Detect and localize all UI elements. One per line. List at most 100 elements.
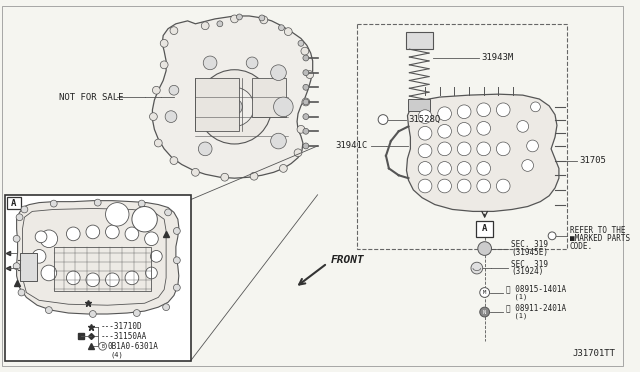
- Circle shape: [138, 200, 145, 207]
- Circle shape: [438, 142, 451, 156]
- Circle shape: [150, 250, 162, 262]
- Bar: [252, 77, 286, 117]
- Text: ■MARKED PARTS: ■MARKED PARTS: [570, 234, 630, 243]
- Circle shape: [154, 139, 162, 147]
- Text: M: M: [483, 290, 486, 295]
- Circle shape: [531, 102, 540, 112]
- Text: 31705: 31705: [579, 156, 606, 165]
- Circle shape: [150, 113, 157, 121]
- Circle shape: [160, 61, 168, 69]
- Circle shape: [106, 225, 119, 239]
- Circle shape: [438, 161, 451, 175]
- Circle shape: [271, 65, 286, 80]
- Circle shape: [51, 200, 57, 207]
- Circle shape: [458, 179, 471, 193]
- Circle shape: [152, 86, 160, 94]
- Text: Ⓜ 08915-1401A: Ⓜ 08915-1401A: [506, 284, 566, 293]
- Text: 31528Q: 31528Q: [408, 115, 441, 124]
- Circle shape: [480, 307, 490, 317]
- Circle shape: [478, 242, 492, 255]
- Text: (1): (1): [506, 313, 527, 319]
- Circle shape: [438, 125, 451, 138]
- Circle shape: [303, 128, 308, 134]
- Text: ---31150AA: ---31150AA: [100, 332, 147, 341]
- Circle shape: [215, 87, 254, 126]
- Circle shape: [418, 110, 432, 124]
- Text: J31701TT: J31701TT: [573, 349, 616, 358]
- Circle shape: [202, 22, 209, 30]
- Text: NOT FOR SALE: NOT FOR SALE: [59, 93, 123, 102]
- Circle shape: [280, 164, 287, 172]
- Circle shape: [303, 55, 308, 61]
- Circle shape: [198, 142, 212, 156]
- Text: (31924): (31924): [511, 267, 543, 276]
- Bar: [406, 32, 433, 49]
- Bar: [356, 24, 567, 248]
- Circle shape: [284, 28, 292, 35]
- Circle shape: [418, 179, 432, 193]
- Circle shape: [145, 232, 158, 246]
- Text: (31945E): (31945E): [511, 248, 548, 257]
- Circle shape: [303, 143, 308, 149]
- Circle shape: [40, 230, 58, 247]
- Circle shape: [497, 142, 510, 156]
- Circle shape: [418, 126, 432, 140]
- Circle shape: [125, 271, 139, 285]
- Circle shape: [18, 289, 25, 296]
- Circle shape: [21, 206, 28, 213]
- Circle shape: [278, 25, 284, 31]
- Circle shape: [438, 179, 451, 193]
- Circle shape: [477, 103, 490, 117]
- Text: A: A: [482, 224, 487, 234]
- Circle shape: [132, 206, 157, 232]
- Circle shape: [106, 203, 129, 226]
- Circle shape: [125, 227, 139, 241]
- Text: ---31710D: ---31710D: [100, 322, 142, 331]
- Circle shape: [458, 161, 471, 175]
- Circle shape: [303, 99, 308, 105]
- Circle shape: [236, 14, 243, 20]
- Circle shape: [497, 103, 510, 117]
- Text: REFER TO THE: REFER TO THE: [570, 227, 625, 235]
- Circle shape: [477, 122, 490, 135]
- Circle shape: [99, 342, 106, 350]
- Circle shape: [458, 105, 471, 119]
- Circle shape: [303, 84, 308, 90]
- Polygon shape: [152, 16, 313, 178]
- Circle shape: [471, 262, 483, 274]
- Circle shape: [170, 27, 178, 35]
- Circle shape: [378, 115, 388, 125]
- Polygon shape: [17, 201, 179, 314]
- Circle shape: [16, 214, 23, 221]
- Circle shape: [477, 161, 490, 175]
- Circle shape: [41, 265, 57, 281]
- Circle shape: [458, 122, 471, 136]
- Circle shape: [306, 71, 314, 78]
- Text: SEC. 319: SEC. 319: [511, 260, 548, 269]
- Circle shape: [197, 70, 271, 144]
- Circle shape: [477, 179, 490, 193]
- Text: Ⓝ 08911-2401A: Ⓝ 08911-2401A: [506, 304, 566, 312]
- Circle shape: [480, 288, 490, 297]
- Circle shape: [145, 267, 157, 279]
- Text: A: A: [11, 199, 17, 208]
- Circle shape: [204, 56, 217, 70]
- Bar: [20, 253, 37, 281]
- Circle shape: [458, 142, 471, 156]
- Text: 31941C: 31941C: [335, 141, 367, 150]
- Circle shape: [13, 235, 20, 242]
- Circle shape: [250, 172, 258, 180]
- Circle shape: [260, 16, 268, 24]
- Circle shape: [301, 47, 308, 55]
- Circle shape: [170, 157, 178, 164]
- Circle shape: [94, 199, 101, 206]
- Text: CODE.: CODE.: [570, 242, 593, 251]
- Circle shape: [133, 310, 140, 317]
- Circle shape: [227, 99, 243, 115]
- Circle shape: [13, 263, 20, 270]
- Circle shape: [191, 169, 199, 176]
- Circle shape: [165, 111, 177, 122]
- Circle shape: [164, 209, 172, 216]
- Bar: [54, 247, 152, 291]
- Circle shape: [259, 15, 265, 21]
